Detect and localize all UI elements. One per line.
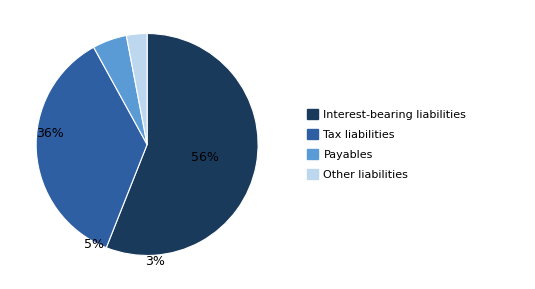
Text: 5%: 5%	[84, 238, 104, 251]
Wedge shape	[36, 47, 147, 248]
Wedge shape	[126, 34, 147, 144]
Wedge shape	[94, 36, 147, 144]
Text: 3%: 3%	[145, 255, 165, 268]
Legend: Interest-bearing liabilities, Tax liabilities, Payables, Other liabilities: Interest-bearing liabilities, Tax liabil…	[307, 109, 467, 180]
Text: 36%: 36%	[36, 127, 63, 140]
Text: 56%: 56%	[191, 151, 219, 164]
Wedge shape	[106, 34, 258, 255]
